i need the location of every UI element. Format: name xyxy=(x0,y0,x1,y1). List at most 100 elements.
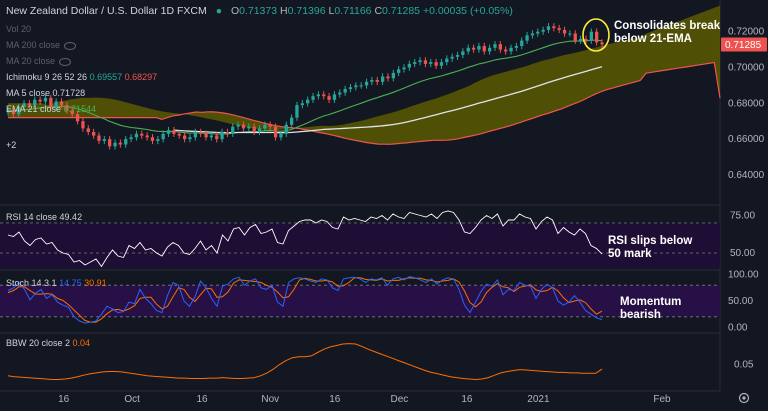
rsi-pane xyxy=(0,210,720,268)
candle xyxy=(241,124,246,129)
candle xyxy=(209,135,213,138)
annotation-ema-break: Consolidates break below 21-EMA xyxy=(614,20,721,45)
candle xyxy=(407,63,411,68)
candle xyxy=(97,135,101,141)
time-tick-label: 16 xyxy=(329,394,341,405)
candle xyxy=(183,135,187,140)
annotation-momentum: Momentum bearish xyxy=(620,296,682,321)
candle xyxy=(589,31,593,41)
time-tick-label: 2021 xyxy=(527,394,550,405)
interval[interactable]: 1D xyxy=(160,5,175,17)
last-price-tag xyxy=(721,37,767,52)
candle xyxy=(445,58,449,63)
legend-ma5[interactable]: MA 5 close 0.71728 xyxy=(6,88,86,98)
candle xyxy=(86,128,90,132)
annotation-rsi: RSI slips below 50 mark xyxy=(608,235,693,260)
price-tick-label: 0.72000 xyxy=(728,27,765,38)
ma200-line xyxy=(173,66,603,134)
price-axis[interactable]: 0.72000 0.70000 0.68000 0.66000 0.64000 0.712… xyxy=(721,27,767,371)
candle xyxy=(108,139,112,147)
candle xyxy=(573,33,577,41)
time-axis[interactable]: 16 Oct 16 Nov 16 Dec 16 2021 Feb xyxy=(58,394,671,405)
candle xyxy=(455,55,460,57)
stoch-k-line xyxy=(7,276,603,324)
time-tick-label: Nov xyxy=(261,394,279,405)
candle xyxy=(322,94,326,97)
candle xyxy=(530,33,535,36)
candle xyxy=(359,85,363,87)
market-status-icon: ● xyxy=(215,5,223,17)
time-tick-label: 16 xyxy=(196,394,208,405)
legend-ichimoku[interactable]: Ichimoku 9 26 52 26 0.69557 0.68297 xyxy=(6,72,158,82)
legend-ma20[interactable]: MA 20 close xyxy=(6,56,72,66)
price-tick-label: 0.66000 xyxy=(728,134,765,145)
candle xyxy=(418,60,422,63)
chart-header: New Zealand Dollar / U.S. Dollar 1D FXCM… xyxy=(6,5,513,17)
candle xyxy=(247,126,251,129)
legend-bbw[interactable]: BBW 20 close 2 0.04 xyxy=(6,338,91,348)
eye-hidden-icon xyxy=(59,57,72,66)
ichimoku-cloud xyxy=(8,5,721,145)
legend-stoch[interactable]: Stoch 14 3 1 14.75 30.91 xyxy=(6,278,107,288)
candle xyxy=(482,46,486,52)
candle xyxy=(150,137,155,141)
candle xyxy=(263,124,267,129)
candle xyxy=(140,133,144,136)
legend-ma200[interactable]: MA 200 close xyxy=(6,40,77,50)
candle xyxy=(290,117,294,125)
candle xyxy=(54,101,58,107)
candle xyxy=(327,96,331,100)
candle xyxy=(118,142,122,145)
highlight-circle xyxy=(582,18,610,52)
cloud-fill xyxy=(8,5,720,145)
symbol-name[interactable]: New Zealand Dollar / U.S. Dollar xyxy=(6,5,158,17)
candle xyxy=(498,44,502,50)
candle xyxy=(541,29,545,32)
last-price-label: 0.71285 xyxy=(725,40,762,51)
candle xyxy=(332,94,337,100)
change-value: +0.00035 (+0.05%) xyxy=(422,5,513,17)
time-tick-label: Oct xyxy=(124,394,140,405)
candle xyxy=(504,49,508,52)
legend-vol[interactable]: Vol 20 xyxy=(6,24,32,34)
candle xyxy=(65,105,69,111)
candle xyxy=(204,133,208,138)
candle xyxy=(509,47,513,52)
candle xyxy=(364,81,369,86)
candle xyxy=(70,110,74,115)
candle xyxy=(193,132,197,138)
settings-gear-icon[interactable] xyxy=(738,392,750,404)
candle xyxy=(295,105,299,118)
candle xyxy=(92,132,96,136)
price-tick-label: 0.68000 xyxy=(728,98,765,109)
candle xyxy=(220,132,224,140)
candle xyxy=(177,133,181,136)
time-tick-label: 16 xyxy=(58,394,70,405)
candle xyxy=(316,94,320,97)
candle xyxy=(354,85,358,88)
candle xyxy=(273,126,278,138)
close-value: 0.71285 xyxy=(382,5,421,17)
candle xyxy=(129,137,133,140)
candle xyxy=(579,38,583,41)
candle xyxy=(493,44,497,48)
exchange: FXCM xyxy=(177,5,207,17)
candle xyxy=(397,69,401,73)
candle xyxy=(236,124,240,127)
candle xyxy=(225,132,230,134)
candle xyxy=(49,97,53,107)
candle xyxy=(59,101,64,106)
legend-ema21[interactable]: EMA 21 close 0.71544 xyxy=(6,104,97,114)
candle xyxy=(81,121,85,129)
candle xyxy=(477,46,481,50)
candle xyxy=(284,124,288,134)
candle xyxy=(423,60,428,64)
candle xyxy=(252,126,256,132)
candle xyxy=(434,62,438,66)
candle xyxy=(268,124,272,127)
time-tick-label: Dec xyxy=(391,394,409,405)
stoch-tick-label: 0.00 xyxy=(728,322,748,333)
legend-rsi[interactable]: RSI 14 close 49.42 xyxy=(6,212,83,222)
legend-collapse-toggle[interactable]: +2 xyxy=(6,140,17,150)
